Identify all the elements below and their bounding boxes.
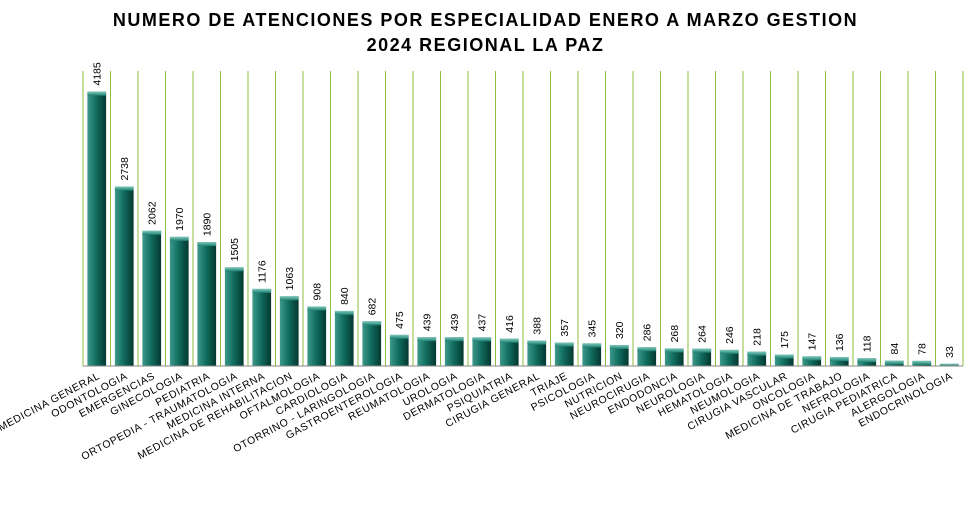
- chart-title-line-1: NUMERO DE ATENCIONES POR ESPECIALIDAD EN…: [112, 10, 859, 30]
- bar-cap: [142, 230, 162, 235]
- data-label: 1063: [284, 267, 296, 291]
- data-label: 175: [779, 331, 791, 349]
- bar-cap: [664, 348, 684, 353]
- data-label: 2738: [119, 157, 131, 181]
- bar-cap: [307, 306, 327, 311]
- data-label: 136: [834, 333, 846, 351]
- bar: [169, 236, 189, 366]
- data-label: 4185: [92, 62, 104, 86]
- bar-cap: [334, 310, 354, 315]
- data-label: 78: [917, 343, 929, 355]
- data-label: 439: [422, 314, 434, 332]
- bar: [499, 338, 519, 366]
- bar: [554, 342, 574, 366]
- bar: [252, 288, 272, 366]
- bar: [362, 321, 382, 366]
- bar-cap: [747, 351, 767, 356]
- data-label: 118: [862, 335, 874, 352]
- bar-cap: [719, 349, 739, 354]
- data-label: 268: [669, 325, 681, 343]
- bars: [87, 91, 959, 367]
- data-label: 264: [697, 325, 709, 343]
- bar-cap: [829, 357, 849, 362]
- data-label: 682: [367, 298, 379, 316]
- bar-cap: [362, 321, 382, 326]
- bar-cap: [252, 288, 272, 293]
- bar-cap: [87, 91, 107, 96]
- bar-cap: [444, 337, 464, 342]
- bar: [664, 348, 684, 366]
- bar-cap: [499, 338, 519, 343]
- chart-title-line-2: 2024 REGIONAL LA PAZ: [366, 35, 605, 55]
- bar-cap: [554, 342, 574, 347]
- data-label: 1890: [202, 213, 214, 237]
- bar-cap: [884, 360, 904, 365]
- bar: [774, 354, 794, 366]
- data-label: 388: [532, 317, 544, 335]
- data-label: 286: [642, 324, 654, 342]
- bar: [829, 357, 849, 366]
- bar: [87, 91, 107, 367]
- bar: [307, 306, 327, 366]
- data-label: 475: [394, 311, 406, 329]
- bar-cap: [527, 340, 547, 345]
- bar-cap: [802, 356, 822, 361]
- bar: [582, 343, 602, 366]
- bar: [472, 337, 492, 366]
- bar-cap: [692, 348, 712, 353]
- data-label: 2062: [147, 201, 159, 225]
- bar: [389, 334, 409, 366]
- bar: [527, 340, 547, 366]
- data-label: 1505: [229, 238, 241, 262]
- bar-cap: [197, 242, 217, 247]
- bar: [802, 356, 822, 366]
- data-label: 1176: [257, 260, 269, 283]
- data-label: 246: [724, 326, 736, 344]
- bar-cap: [609, 345, 629, 350]
- bar-cap: [472, 337, 492, 342]
- data-labels: 4185 2738 2062 1970 1890 1505 1176 1063 908 840 68…: [92, 62, 957, 358]
- bar-cap: [114, 186, 134, 191]
- bar-cap: [169, 236, 189, 241]
- data-label: 439: [449, 314, 461, 332]
- data-label: 84: [889, 343, 901, 355]
- data-label: 840: [339, 287, 351, 305]
- data-label: 320: [614, 321, 626, 339]
- bar: [609, 345, 629, 366]
- bar-cap: [939, 363, 959, 366]
- bar-cap: [857, 358, 877, 363]
- bar: [197, 242, 217, 366]
- data-label: 33: [944, 346, 956, 358]
- bar-cap: [417, 337, 437, 342]
- bar-cap: [774, 354, 794, 359]
- bar: [719, 349, 739, 366]
- data-label: 416: [504, 315, 516, 333]
- bar-cap: [279, 296, 299, 301]
- bar-cap: [389, 334, 409, 339]
- data-label: 437: [477, 314, 489, 332]
- data-label: 218: [752, 328, 764, 346]
- bar: [224, 267, 244, 366]
- bar: [279, 296, 299, 366]
- data-label: 1970: [174, 207, 186, 231]
- bar-cap: [582, 343, 602, 348]
- bar-cap: [224, 267, 244, 272]
- bar: [444, 337, 464, 366]
- category-labels: MEDICINA GENERALODONTOLOGIAEMERGENCIASGI…: [0, 370, 955, 463]
- bar: [142, 230, 162, 366]
- bar: [114, 186, 134, 366]
- data-label: 147: [807, 333, 819, 351]
- bar-cap: [912, 360, 932, 365]
- bar: [417, 337, 437, 366]
- data-label: 345: [587, 320, 599, 338]
- bar: [334, 310, 354, 366]
- bar-cap: [637, 347, 657, 352]
- bar: [637, 347, 657, 366]
- gridlines: [82, 71, 964, 366]
- data-label: 908: [312, 283, 324, 301]
- bar: [692, 348, 712, 366]
- chart-title: NUMERO DE ATENCIONES POR ESPECIALIDAD EN…: [0, 8, 971, 58]
- data-label: 357: [559, 319, 571, 337]
